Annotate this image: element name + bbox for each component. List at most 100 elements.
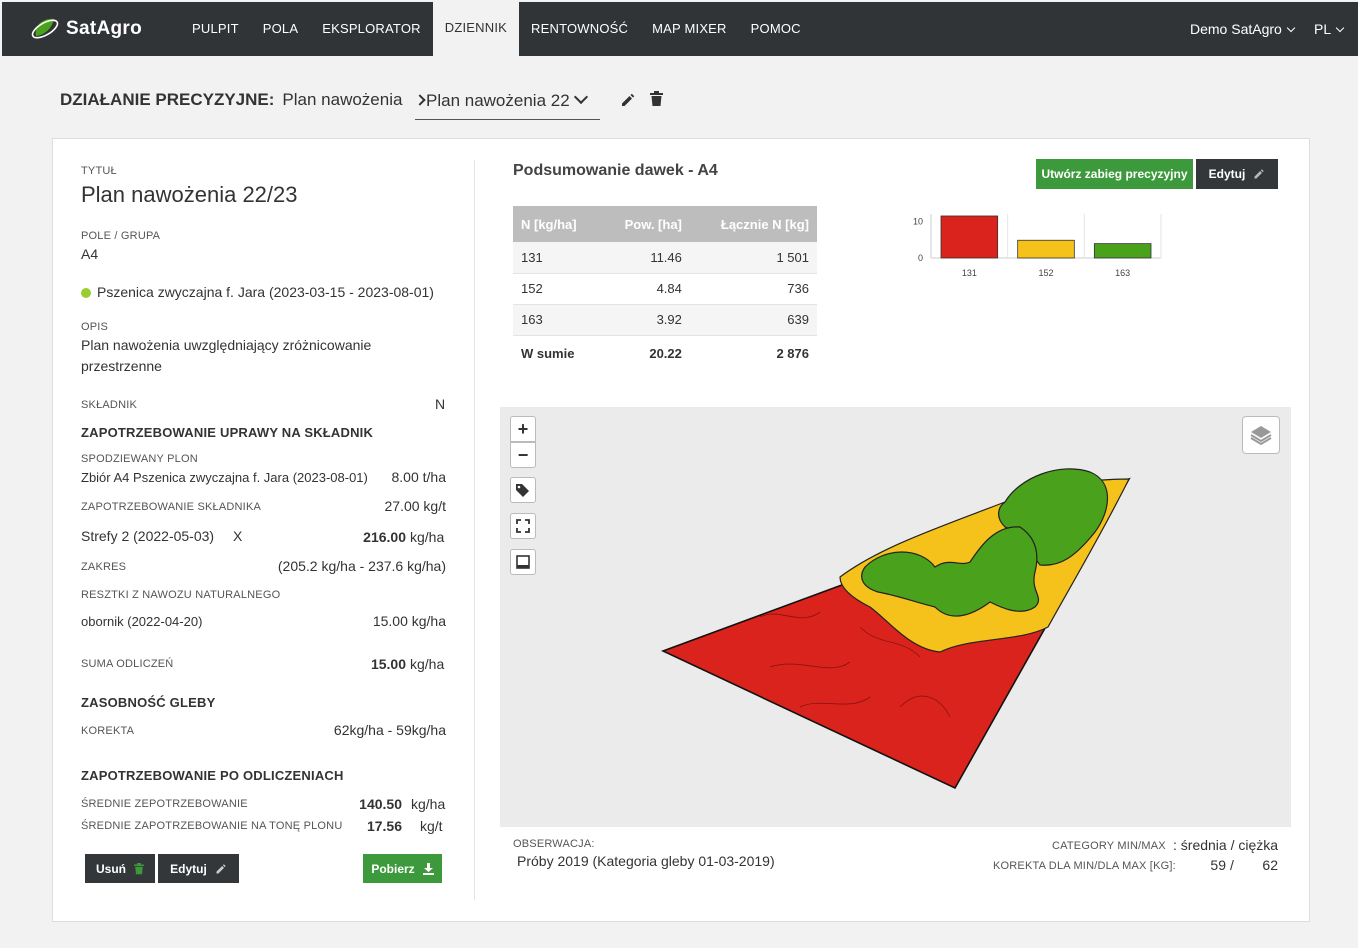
cell: 3.92 — [600, 304, 690, 336]
range-label: ZAKRES — [81, 561, 127, 573]
cell: 4.84 — [600, 273, 690, 305]
nav-pulpit[interactable]: PULPIT — [192, 21, 239, 36]
language-code: PL — [1314, 21, 1332, 37]
soil-heading: ZASOBNOŚĆ GLEBY — [81, 695, 216, 710]
map-view[interactable]: + − — [500, 407, 1291, 827]
need-label: ZAPOTRZEBOWANIE SKŁADNIKA — [81, 501, 262, 513]
col-n: N [kg/ha] — [513, 206, 601, 242]
frame-icon — [516, 555, 530, 569]
observation-label: OBSERWACJA: — [513, 838, 595, 850]
correction-label: KOREKTA — [81, 725, 135, 737]
nav-rentownosc[interactable]: RENTOWNOŚĆ — [531, 21, 629, 36]
deduct-label: SUMA ODLICZEŃ — [81, 658, 174, 670]
labels-button[interactable] — [510, 477, 536, 503]
field-label: POLE / GRUPA — [81, 230, 161, 242]
cell: 2 876 — [689, 335, 817, 371]
edit-pencil-icon[interactable] — [620, 92, 636, 108]
cell: 20.22 — [600, 335, 690, 371]
create-treatment-button[interactable]: Utwórz zabieg precyzyjny — [1036, 159, 1193, 189]
desc-label: OPIS — [81, 321, 109, 333]
cell: 736 — [689, 273, 817, 305]
field-contour-lines — [759, 611, 951, 718]
category-sep: / — [1230, 837, 1235, 853]
fullscreen-icon — [516, 519, 530, 533]
x-tick-label: 152 — [1038, 268, 1053, 278]
deduct-unit: kg/ha — [410, 656, 445, 672]
logo[interactable]: SatAgro — [30, 14, 142, 44]
edit-summary-label: Edytuj — [1208, 167, 1246, 181]
correction-value: 62kg/ha - 59kg/ha — [333, 722, 446, 738]
zoom-in-button[interactable]: + — [510, 416, 536, 442]
nav-map-mixer[interactable]: MAP MIXER — [652, 21, 727, 36]
table-row: 152 4.84 736 — [513, 273, 817, 305]
nav-dziennik[interactable]: DZIENNIK — [432, 0, 520, 56]
x-tick-label: 131 — [962, 268, 977, 278]
manure-value: 15.00 kg/ha — [372, 613, 446, 629]
table-row: 163 3.92 639 — [513, 304, 817, 336]
pencil-icon — [216, 863, 226, 873]
edit-summary-button[interactable]: Edytuj — [1196, 159, 1278, 189]
field-zone-map — [660, 468, 1131, 790]
nutrient-label: SKŁADNIK — [81, 399, 138, 411]
zones-unit: kg/ha — [410, 529, 445, 545]
y-tick-label: 0 — [918, 253, 923, 263]
avg-ton-unit: kg/t — [420, 818, 443, 834]
range-value: (205.2 kg/ha - 237.6 kg/ha) — [277, 558, 446, 574]
cell: 152 — [513, 273, 601, 305]
language-menu[interactable]: PL — [1314, 2, 1345, 56]
x-tick-label: 163 — [1115, 268, 1130, 278]
column-divider — [474, 160, 475, 900]
nutrient-value: N — [435, 396, 446, 412]
nav-eksplorator[interactable]: EKSPLORATOR — [322, 21, 421, 36]
desc-line-1: Plan nawożenia uwzględniający zróżnicowa… — [81, 337, 372, 353]
category-label: CATEGORY MIN/MAX — [1052, 840, 1166, 852]
crop-info: Pszenica zwyczajna f. Jara (2023-03-15 -… — [81, 284, 434, 300]
bar-131 — [940, 215, 999, 259]
dose-summary-table: N [kg/ha] Pow. [ha] Łącznie N [kg] 131 1… — [513, 206, 817, 371]
logo-text: SatAgro — [66, 18, 142, 39]
user-menu[interactable]: Demo SatAgro — [1190, 2, 1296, 56]
delete-button-label: Usuń — [96, 861, 126, 876]
cell: 131 — [513, 242, 601, 274]
table-row: 131 11.46 1 501 — [513, 242, 817, 274]
main-nav: PULPIT POLA EKSPLORATOR DZIENNIK RENTOWN… — [180, 0, 813, 56]
trash-icon[interactable] — [650, 91, 663, 107]
plan-select-value: Plan nawożenia 22 — [426, 91, 570, 110]
download-button-label: Pobierz — [371, 861, 415, 876]
layers-button[interactable] — [1242, 416, 1280, 454]
print-button[interactable] — [510, 549, 536, 575]
dose-bar-chart: 131 152 163 0 10 — [913, 214, 1162, 278]
zones-multiply: X — [233, 528, 243, 544]
nav-pomoc[interactable]: POMOC — [750, 21, 801, 36]
category-values: : średnia / ciężka — [1173, 837, 1279, 853]
nav-pola[interactable]: POLA — [262, 21, 299, 36]
breadcrumb: DZIAŁANIE PRECYZYJNE: Plan nawożenia — [60, 90, 442, 110]
col-total: Łącznie N [kg] — [689, 206, 817, 242]
after-heading: ZAPOTRZEBOWANIE PO ODLICZENIACH — [81, 768, 344, 783]
zoom-out-button[interactable]: − — [510, 442, 536, 468]
y-tick-label: 10 — [913, 216, 923, 226]
field-value: A4 — [81, 246, 99, 262]
category-min: średnia — [1180, 837, 1227, 853]
tag-icon — [516, 484, 529, 497]
bar-163 — [1093, 243, 1152, 259]
layers-icon — [1250, 426, 1272, 446]
download-button[interactable]: Pobierz — [363, 854, 442, 883]
fullscreen-button[interactable] — [510, 513, 536, 539]
cell: 1 501 — [689, 242, 817, 274]
user-name: Demo SatAgro — [1190, 21, 1282, 37]
table-total-row: W sumie 20.22 2 876 — [513, 335, 817, 371]
breadcrumb-category[interactable]: Plan nawożenia — [282, 90, 403, 109]
avg-ton-value: 17.56 — [366, 818, 402, 834]
delete-button[interactable]: Usuń — [85, 854, 155, 883]
trash-icon — [134, 862, 144, 874]
crop-dot-icon — [81, 288, 91, 298]
yield-label: SPODZIEWANY PLON — [81, 453, 198, 465]
plan-select[interactable]: Plan nawożenia 22 — [415, 82, 600, 120]
correction-sep: / — [1230, 857, 1234, 873]
chevron-down-icon — [1335, 23, 1345, 33]
demand-heading: ZAPOTRZEBOWANIE UPRAWY NA SKŁADNIK — [81, 425, 374, 440]
correction-min: 59 — [1210, 857, 1226, 873]
edit-button[interactable]: Edytuj — [158, 854, 239, 883]
chevron-down-icon — [573, 89, 589, 105]
